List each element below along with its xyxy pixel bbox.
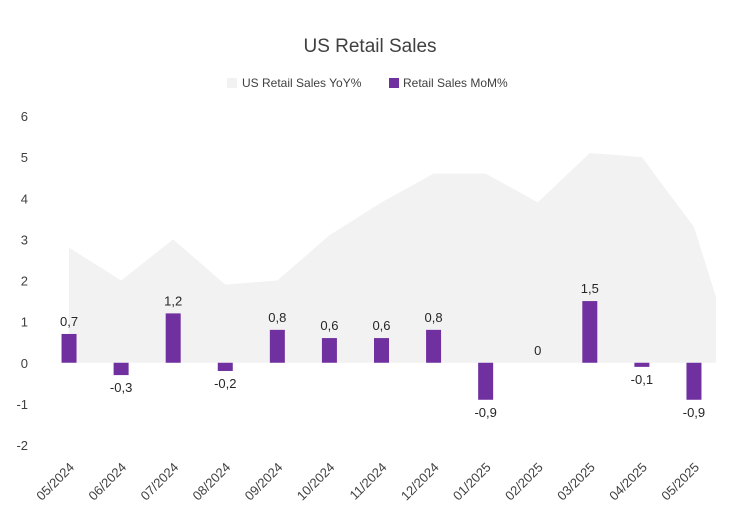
x-tick-02/2025: 02/2025 <box>502 460 546 504</box>
data-label-08/2024: -0,2 <box>214 376 236 391</box>
bar-05/2025 <box>686 362 702 400</box>
x-axis: 05/2024 06/2024 07/2024 08/2024 09/2024 10/20… <box>33 460 702 504</box>
legend: US Retail Sales YoY% Retail Sales MoM% <box>227 76 508 90</box>
x-tick-08/2024: 08/2024 <box>190 460 234 504</box>
bar-12/2024 <box>426 329 442 363</box>
data-label-04/2025: -0,1 <box>631 372 653 387</box>
y-tick--1: -1 <box>16 397 28 412</box>
bar-03/2025 <box>582 301 598 363</box>
data-label-01/2025: -0,9 <box>474 405 496 420</box>
y-axis: 6 5 4 3 2 1 0 -1 -2 <box>16 109 28 453</box>
bar-06/2024 <box>113 362 129 376</box>
x-tick-01/2025: 01/2025 <box>450 460 494 504</box>
y-tick-4: 4 <box>21 191 28 206</box>
bar-05/2024 <box>61 333 77 363</box>
x-tick-05/2025: 05/2025 <box>658 460 702 504</box>
data-label-10/2024: 0,6 <box>320 318 338 333</box>
x-tick-04/2025: 04/2025 <box>606 460 650 504</box>
bar-01/2025 <box>478 362 494 400</box>
y-tick--2: -2 <box>16 438 28 453</box>
data-label-05/2024: 0,7 <box>60 314 78 329</box>
x-tick-03/2025: 03/2025 <box>554 460 598 504</box>
y-tick-2: 2 <box>21 274 28 289</box>
x-tick-05/2024: 05/2024 <box>33 460 77 504</box>
legend-label-mom: Retail Sales MoM% <box>403 76 508 90</box>
x-tick-07/2024: 07/2024 <box>137 460 181 504</box>
bar-09/2024 <box>269 329 285 363</box>
area-layer <box>69 153 717 363</box>
x-tick-10/2024: 10/2024 <box>294 460 338 504</box>
chart-title: US Retail Sales <box>303 36 436 57</box>
data-label-12/2024: 0,8 <box>425 310 443 325</box>
data-label-11/2024: 0,6 <box>372 318 390 333</box>
x-tick-12/2024: 12/2024 <box>398 460 442 504</box>
bar-10/2024 <box>321 338 337 363</box>
data-label-05/2025: -0,9 <box>683 405 705 420</box>
bar-08/2024 <box>217 362 233 371</box>
bar-layer <box>61 301 702 400</box>
data-label-06/2024: -0,3 <box>110 380 132 395</box>
legend-label-yoy: US Retail Sales YoY% <box>242 76 362 90</box>
y-tick-6: 6 <box>21 109 28 124</box>
data-label-layer: 0,7 -0,3 1,2 -0,2 0,8 0,6 0,6 0,8 -0,9 0 1,5 -0,1 -0… <box>60 281 705 420</box>
legend-swatch-mom <box>389 78 399 88</box>
data-label-09/2024: 0,8 <box>268 310 286 325</box>
data-label-07/2024: 1,2 <box>164 293 182 308</box>
x-tick-11/2024: 11/2024 <box>346 460 389 503</box>
bar-04/2025 <box>634 362 650 367</box>
data-label-03/2025: 1,5 <box>581 281 599 296</box>
bar-07/2024 <box>165 313 181 363</box>
y-tick-3: 3 <box>21 232 28 247</box>
y-tick-5: 5 <box>21 150 28 165</box>
y-tick-1: 1 <box>21 315 28 330</box>
bar-11/2024 <box>374 338 389 363</box>
data-label-02/2025: 0 <box>534 343 541 358</box>
legend-swatch-yoy <box>227 78 237 88</box>
x-tick-09/2024: 09/2024 <box>242 460 286 504</box>
yoy-area <box>69 153 717 363</box>
x-tick-06/2024: 06/2024 <box>85 460 129 504</box>
y-tick-0: 0 <box>21 356 28 371</box>
